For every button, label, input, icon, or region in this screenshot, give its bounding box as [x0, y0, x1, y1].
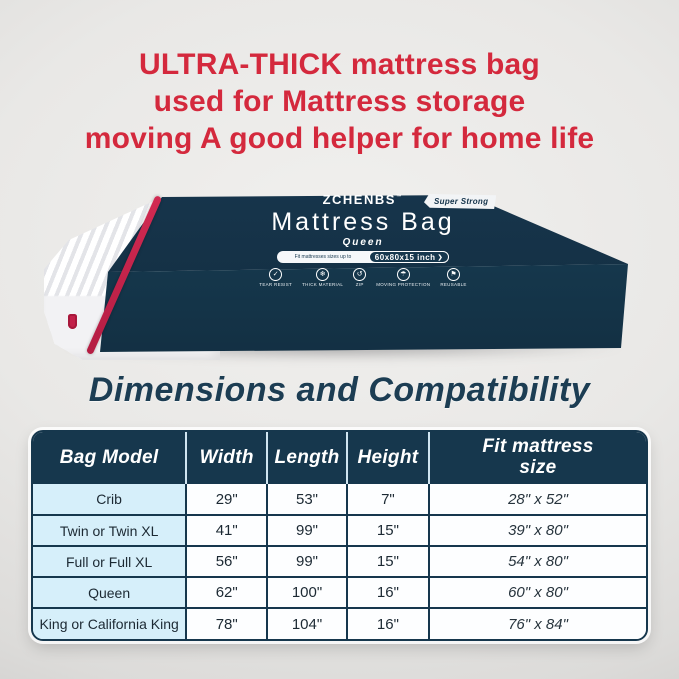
- table-cell: 39" x 80": [427, 514, 646, 547]
- column-header-fit-size: Fit mattress size: [428, 432, 646, 484]
- table-cell: 62": [185, 576, 269, 609]
- headline-line-1: ULTRA-THICK mattress bag: [139, 48, 540, 81]
- product-photo: ZCHENBS™ Mattress Bag Queen Fit mattress…: [0, 168, 679, 373]
- table-cell: King or California King: [33, 607, 188, 639]
- table-cell: 16": [345, 576, 430, 609]
- table-cell: 99": [266, 545, 348, 578]
- brand-name: ZCHENBS: [322, 192, 396, 207]
- chevron-right-icon: ❯: [437, 254, 444, 261]
- table-cell: 16": [345, 607, 430, 639]
- table-cell: 56": [185, 545, 269, 578]
- feature-item: ↺ ZIP: [353, 268, 367, 287]
- table-cell: 54" x 80": [427, 545, 646, 578]
- moving-protection-icon: ☂: [396, 268, 410, 281]
- thick-material-icon: ❄: [316, 268, 330, 281]
- headline-line-3: moving A good helper for home life: [84, 122, 595, 155]
- table-cell: 15": [345, 545, 430, 578]
- column-header-width: Width: [186, 432, 269, 484]
- brand-logo: ZCHENBS™: [243, 192, 483, 207]
- pill-note: Fit mattresses sizes up to: [294, 254, 352, 260]
- table-cell: 60" x 80": [427, 576, 646, 609]
- table-cell: 28" x 52": [427, 484, 646, 516]
- table-row-crib: Crib 29" 53" 7" 28" x 52": [33, 484, 646, 516]
- size-pill: Fit mattresses sizes up to 60x80x15 inch…: [277, 251, 449, 263]
- zip-icon: ↺: [353, 268, 367, 281]
- feature-label: MOVING PROTECTION: [376, 282, 431, 287]
- table-row-queen: Queen 62" 100" 16" 60" x 80": [33, 576, 646, 609]
- column-header-height: Height: [346, 432, 430, 484]
- section-title: Dimensions and Compatibility: [88, 371, 591, 409]
- feature-item: ❄ THICK MATERIAL: [302, 268, 343, 287]
- table-row-full: Full or Full XL 56" 99" 15" 54" x 80": [33, 545, 646, 578]
- feature-label: REUSABLE: [440, 282, 467, 287]
- table-cell: Twin or Twin XL: [33, 514, 188, 547]
- table-cell: 99": [266, 514, 348, 547]
- table-cell: Crib: [33, 484, 188, 516]
- pill-size-value: 60x80x15 inch ❯: [368, 251, 449, 263]
- feature-label: TEAR RESIST: [259, 282, 293, 287]
- zipper-pull-icon: [68, 314, 77, 329]
- table-cell: 41": [185, 514, 269, 547]
- table-cell: 7": [345, 484, 430, 516]
- column-header-fit-size-label: Fit mattress size: [482, 436, 594, 478]
- size-label: Queen: [342, 237, 384, 248]
- table-row-king: King or California King 78" 104" 16" 76"…: [33, 607, 646, 639]
- trademark-symbol: ™: [395, 194, 404, 201]
- tear-resist-icon: ✓: [269, 268, 283, 281]
- table-header-row: Bag Model Width Length Height Fit mattre…: [33, 432, 646, 484]
- table-cell: 104": [266, 607, 348, 639]
- table-row-twin: Twin or Twin XL 41" 99" 15" 39" x 80": [33, 514, 646, 547]
- table-cell: 78": [185, 607, 269, 639]
- bag-print: ZCHENBS™ Mattress Bag Queen Fit mattress…: [243, 192, 483, 287]
- feature-badges: ✓ TEAR RESIST ❄ THICK MATERIAL ↺ ZIP ☂ M…: [243, 268, 483, 287]
- dimensions-text: 60x80x15 inch: [374, 252, 436, 262]
- table-cell: 29": [185, 484, 269, 516]
- headline-line-2: used for Mattress storage: [153, 85, 526, 118]
- headline: ULTRA-THICK mattress bag used for Mattre…: [0, 46, 679, 157]
- table-cell: 53": [266, 484, 348, 516]
- table-cell: 76" x 84": [427, 607, 646, 639]
- reusable-icon: ⚑: [447, 268, 461, 281]
- feature-item: ☂ MOVING PROTECTION: [376, 268, 430, 287]
- product-title: Mattress Bag: [271, 208, 455, 236]
- feature-item: ✓ TEAR RESIST: [259, 268, 292, 287]
- compatibility-table: Bag Model Width Length Height Fit mattre…: [33, 432, 646, 639]
- dimensions-table: Bag Model Width Length Height Fit mattre…: [31, 430, 648, 641]
- feature-item: ⚑ REUSABLE: [440, 268, 466, 287]
- table-cell: 100": [266, 576, 348, 609]
- column-header-length: Length: [267, 432, 348, 484]
- table-cell: Full or Full XL: [33, 545, 188, 578]
- table-cell: 15": [345, 514, 430, 547]
- feature-label: THICK MATERIAL: [302, 282, 344, 287]
- feature-label: ZIP: [355, 282, 364, 287]
- column-header-bag-model: Bag Model: [33, 432, 188, 484]
- super-strong-tag: Super Strong: [424, 194, 497, 209]
- table-cell: Queen: [33, 576, 188, 609]
